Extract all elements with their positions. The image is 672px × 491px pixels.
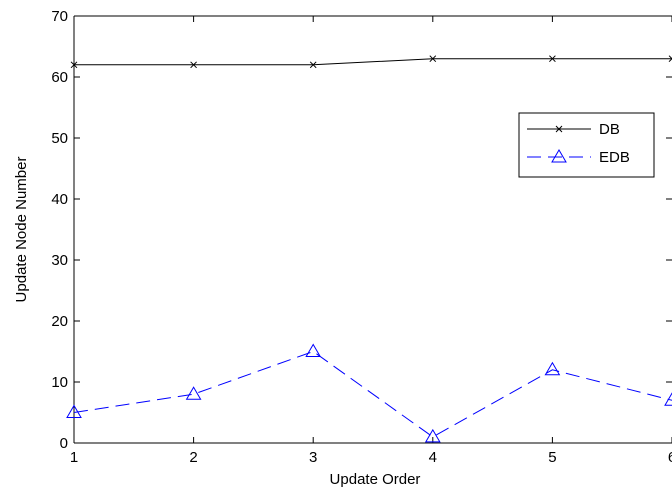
series-edb-point [66,404,82,418]
series-db-point [668,55,672,63]
series-edb-point [305,343,322,357]
series-db-point [309,61,317,69]
legend-marker-edb [551,149,567,163]
y-tick-label: 0 [60,435,68,452]
x-tick-label: 1 [70,449,78,466]
legend: DB EDB [518,112,655,178]
axis-ticks: 0 10 20 30 40 50 60 70 1 2 3 4 5 6 [51,8,672,466]
x-tick-label: 3 [309,449,317,466]
y-tick-label: 40 [51,191,68,208]
x-tick-label: 2 [189,449,197,466]
series-edb-point [544,361,561,376]
series-edb-point [424,428,441,443]
series-edb [66,343,672,443]
legend-label-db: DB [599,121,620,138]
x-tick-label: 4 [429,449,437,466]
legend-entry-db: DB [527,121,620,138]
series-edb-point [664,392,672,406]
series-db-point [70,61,78,69]
legend-marker-db [555,125,563,133]
y-tick-label: 10 [51,374,68,391]
series-edb-line [73,350,672,438]
y-tick-label: 70 [51,8,68,25]
y-axis-title: Update Node Number [13,157,30,303]
series-db-line [74,58,672,66]
series-edb-point [185,386,202,400]
y-tick-label: 50 [51,130,68,147]
x-tick-label: 6 [668,449,672,466]
series-db [70,55,672,69]
x-axis-title: Update Order [330,471,421,488]
legend-label-edb: EDB [599,149,630,166]
y-tick-label: 20 [51,313,68,330]
legend-entry-edb: EDB [527,149,630,166]
series-db-point [549,55,556,63]
plot-area [73,15,672,444]
series-db-point [190,61,197,69]
series-layer [66,55,672,443]
series-db-point [429,55,437,63]
y-tick-label: 30 [51,252,68,269]
legend-box [518,112,655,178]
y-tick-label: 60 [51,69,68,86]
x-tick-label: 5 [548,449,556,466]
